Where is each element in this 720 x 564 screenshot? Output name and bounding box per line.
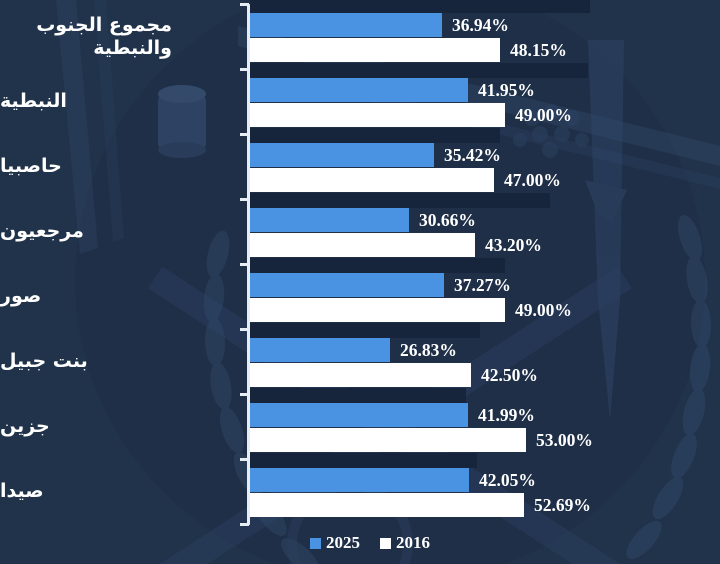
category-label: مرجعيون — [0, 199, 238, 264]
category-label-text: جزين — [0, 415, 50, 438]
value-label-2016: 42.50% — [481, 365, 538, 385]
bar-2025 — [250, 78, 468, 102]
separator-strip — [250, 258, 505, 273]
category-label-text: بنت جبيل — [0, 350, 88, 373]
bar-2025 — [250, 273, 444, 297]
separator-strip — [250, 323, 480, 338]
axis-tick — [240, 523, 249, 526]
cylinder-icon — [158, 85, 206, 158]
category-label-text: صيدا — [0, 480, 44, 503]
value-label-2025: 30.66% — [419, 210, 476, 230]
legend-item-2016: 2016 — [380, 533, 430, 553]
shield-border-left-inner — [94, 0, 124, 242]
axis-tick — [240, 3, 249, 6]
bar-2025 — [250, 208, 409, 232]
separator-strip — [250, 388, 466, 403]
category-label: مجموع الجنوب والنبطية — [0, 4, 238, 69]
chart-legend: 2025 2016 — [0, 533, 720, 553]
category-label: صيدا — [0, 459, 238, 524]
axis-tick — [240, 198, 249, 201]
bar-2016 — [250, 493, 524, 517]
value-label-2025: 36.94% — [452, 15, 509, 35]
bar-2016 — [250, 363, 471, 387]
cluster-icon — [513, 104, 589, 158]
separator-strip — [250, 193, 550, 208]
bar-2025 — [250, 13, 442, 37]
category-label-text: مرجعيون — [0, 220, 84, 243]
legend-item-2025: 2025 — [310, 533, 360, 553]
value-label-2025: 42.05% — [479, 470, 536, 490]
separator-strip — [250, 0, 590, 13]
bar-2025 — [250, 338, 390, 362]
category-label-text: حاصبيا — [0, 155, 62, 178]
bar-2025 — [250, 143, 434, 167]
category-label: حاصبيا — [0, 134, 238, 199]
value-label-2016: 43.20% — [485, 235, 542, 255]
bar-2016 — [250, 298, 505, 322]
value-label-2016: 47.00% — [504, 170, 561, 190]
value-label-2025: 37.27% — [454, 275, 511, 295]
category-label: جزين — [0, 394, 238, 459]
bar-2016 — [250, 233, 475, 257]
bar-2016 — [250, 38, 500, 62]
axis-tick — [240, 133, 249, 136]
category-label-text: صور — [0, 285, 42, 308]
value-label-2016: 52.69% — [534, 495, 591, 515]
separator-strip — [250, 453, 477, 468]
value-label-2016: 53.00% — [536, 430, 593, 450]
bar-2016 — [250, 168, 494, 192]
bar-2025 — [250, 468, 469, 492]
bar-2016 — [250, 428, 526, 452]
axis-tick — [240, 263, 249, 266]
category-label: النبطية — [0, 69, 238, 134]
shield-border-left — [56, 0, 98, 254]
legend-swatch-2016 — [380, 537, 391, 549]
value-label-2025: 35.42% — [444, 145, 501, 165]
bar-2025 — [250, 403, 468, 427]
axis-tick — [240, 393, 249, 396]
value-label-2025: 41.99% — [478, 405, 535, 425]
value-label-2025: 26.83% — [400, 340, 457, 360]
axis-tick — [240, 68, 249, 71]
laurel-right-icon — [626, 214, 712, 560]
bar-2016 — [250, 103, 505, 127]
separator-strip — [250, 128, 500, 143]
value-label-2016: 48.15% — [510, 40, 567, 60]
category-label-text: مجموع الجنوب والنبطية — [36, 14, 172, 59]
sword-vertical-icon — [585, 40, 627, 420]
value-label-2016: 49.00% — [515, 300, 572, 320]
axis-tick — [240, 458, 249, 461]
value-label-2016: 49.00% — [515, 105, 572, 125]
separator-strip — [250, 63, 588, 78]
value-label-2025: 41.95% — [478, 80, 535, 100]
category-label: بنت جبيل — [0, 329, 238, 394]
legend-label-2016: 2016 — [396, 533, 430, 552]
legend-label-2025: 2025 — [326, 533, 360, 552]
axis-tick — [240, 328, 249, 331]
category-label: صور — [0, 264, 238, 329]
legend-swatch-2025 — [310, 537, 321, 549]
category-label-text: النبطية — [0, 90, 67, 113]
